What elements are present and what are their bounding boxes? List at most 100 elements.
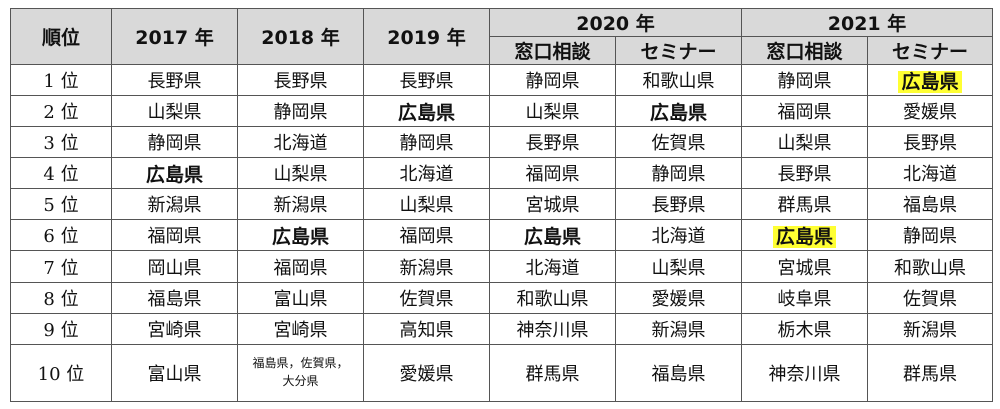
cell-2017: 富山県	[111, 343, 238, 403]
cell-2018: 福島県，佐賀県， 大分県	[237, 343, 364, 403]
cell-2021-seminar: 静岡県	[867, 219, 993, 252]
header-2020-consultation: 窓口相談	[489, 36, 616, 65]
cell-2017: 山梨県	[111, 95, 238, 128]
table-row: 2 位山梨県 静岡県 広島県 山梨県 広島県 福岡県 愛媛県	[10, 95, 993, 128]
cell-2018: 静岡県	[237, 95, 364, 128]
cell-2018: 山梨県	[237, 157, 364, 190]
cell-multi-line: 福島県，佐賀県，	[252, 356, 349, 371]
cell-2019: 広島県	[363, 95, 490, 128]
table-row: 7 位岡山県 福岡県 新潟県 北海道 山梨県 宮城県 和歌山県	[10, 250, 993, 283]
cell-rank: 5 位	[10, 188, 112, 221]
cell-2021-consultation: 宮城県	[741, 250, 868, 283]
cell-2021-consultation: 長野県	[741, 157, 868, 190]
header-2021-consultation: 窓口相談	[741, 36, 868, 65]
table-row: 4 位広島県 山梨県 北海道 福岡県 静岡県 長野県 北海道	[10, 157, 993, 190]
cell-2019: 高知県	[363, 312, 490, 345]
cell-2020-consultation: 長野県	[489, 126, 616, 159]
table-row: 1 位長野県 長野県 長野県 静岡県 和歌山県 静岡県 広島県	[10, 63, 993, 97]
cell-rank: 6 位	[10, 219, 112, 252]
cell-rank: 10 位	[10, 343, 112, 403]
cell-2021-consultation: 岐阜県	[741, 281, 868, 314]
table-row: 9 位宮崎県 宮崎県 高知県 神奈川県 新潟県 栃木県 新潟県	[10, 312, 993, 345]
header-2021: 2021 年	[741, 8, 993, 37]
cell-2020-seminar: 静岡県	[615, 157, 742, 190]
cell-2020-seminar: 福島県	[615, 343, 742, 403]
cell-2021-seminar: 愛媛県	[867, 95, 993, 128]
header-2019: 2019 年	[363, 8, 490, 65]
cell-2021-seminar: 北海道	[867, 157, 993, 190]
cell-2021-consultation: 山梨県	[741, 126, 868, 159]
cell-2017: 広島県	[111, 157, 238, 190]
cell-rank: 7 位	[10, 250, 112, 283]
cell-2017: 長野県	[111, 63, 238, 97]
cell-2021-seminar: 長野県	[867, 126, 993, 159]
table-row: 5 位新潟県 新潟県 山梨県 宮城県 長野県 群馬県 福島県	[10, 188, 993, 221]
cell-2019: 静岡県	[363, 126, 490, 159]
cell-2021-consultation: 神奈川県	[741, 343, 868, 403]
cell-2019: 山梨県	[363, 188, 490, 221]
cell-2018: 広島県	[237, 219, 364, 252]
cell-2021-seminar: 新潟県	[867, 312, 993, 345]
header-2020-seminar: セミナー	[615, 36, 742, 65]
cell-2020-consultation: 神奈川県	[489, 312, 616, 345]
cell-2021-seminar: 広島県	[867, 63, 993, 97]
cell-2021-consultation: 福岡県	[741, 95, 868, 128]
cell-2017: 静岡県	[111, 126, 238, 159]
header-rank: 順位	[10, 8, 112, 65]
cell-2021-seminar: 福島県	[867, 188, 993, 221]
table-body: 1 位長野県 長野県 長野県 静岡県 和歌山県 静岡県 広島県 2 位山梨県 静岡県 広島県 山梨県…	[10, 63, 993, 403]
cell-2020-seminar: 佐賀県	[615, 126, 742, 159]
cell-rank: 9 位	[10, 312, 112, 345]
cell-rank: 4 位	[10, 157, 112, 190]
cell-rank: 1 位	[10, 63, 112, 97]
cell-2020-consultation: 広島県	[489, 219, 616, 252]
cell-2019: 福岡県	[363, 219, 490, 252]
cell-2019: 北海道	[363, 157, 490, 190]
header-2018: 2018 年	[237, 8, 364, 65]
header-2020: 2020 年	[489, 8, 742, 37]
cell-2020-seminar: 広島県	[615, 95, 742, 128]
ranking-table: 順位 2017 年 2018 年 2019 年 2020 年 2021 年 窓口…	[10, 8, 993, 403]
table-row: 10 位富山県 福島県，佐賀県， 大分県 愛媛県 群馬県 福島県 神奈川県 群馬県	[10, 343, 993, 403]
cell-2017: 福島県	[111, 281, 238, 314]
cell-2021-consultation: 栃木県	[741, 312, 868, 345]
header-2021-seminar: セミナー	[867, 36, 993, 65]
cell-2020-seminar: 和歌山県	[615, 63, 742, 97]
cell-rank: 3 位	[10, 126, 112, 159]
cell-2017: 岡山県	[111, 250, 238, 283]
table-row: 3 位静岡県 北海道 静岡県 長野県 佐賀県 山梨県 長野県	[10, 126, 993, 159]
table-row: 6 位福岡県 広島県 福岡県 広島県 北海道 広島県 静岡県	[10, 219, 993, 252]
cell-2018: 新潟県	[237, 188, 364, 221]
highlighted-prefecture: 広島県	[772, 225, 836, 248]
cell-multi-line: 大分県	[282, 373, 319, 388]
cell-2017: 新潟県	[111, 188, 238, 221]
cell-2020-consultation: 静岡県	[489, 63, 616, 97]
cell-2021-seminar: 和歌山県	[867, 250, 993, 283]
cell-2020-seminar: 愛媛県	[615, 281, 742, 314]
cell-2020-consultation: 宮城県	[489, 188, 616, 221]
cell-2020-consultation: 福岡県	[489, 157, 616, 190]
cell-2020-seminar: 山梨県	[615, 250, 742, 283]
cell-2019: 長野県	[363, 63, 490, 97]
cell-2019: 愛媛県	[363, 343, 490, 403]
cell-2017: 宮崎県	[111, 312, 238, 345]
cell-2020-consultation: 山梨県	[489, 95, 616, 128]
cell-rank: 2 位	[10, 95, 112, 128]
cell-2021-seminar: 佐賀県	[867, 281, 993, 314]
cell-2021-consultation: 静岡県	[741, 63, 868, 97]
cell-2019: 佐賀県	[363, 281, 490, 314]
table-row: 8 位福島県 富山県 佐賀県 和歌山県 愛媛県 岐阜県 佐賀県	[10, 281, 993, 314]
cell-2020-seminar: 北海道	[615, 219, 742, 252]
cell-2018: 富山県	[237, 281, 364, 314]
cell-rank: 8 位	[10, 281, 112, 314]
cell-2020-consultation: 和歌山県	[489, 281, 616, 314]
cell-2020-consultation: 北海道	[489, 250, 616, 283]
cell-2021-consultation: 広島県	[741, 219, 868, 252]
header-2017: 2017 年	[111, 8, 238, 65]
cell-2018: 長野県	[237, 63, 364, 97]
cell-2020-seminar: 新潟県	[615, 312, 742, 345]
cell-2018: 北海道	[237, 126, 364, 159]
cell-2019: 新潟県	[363, 250, 490, 283]
highlighted-prefecture: 広島県	[898, 70, 962, 93]
cell-2020-seminar: 長野県	[615, 188, 742, 221]
